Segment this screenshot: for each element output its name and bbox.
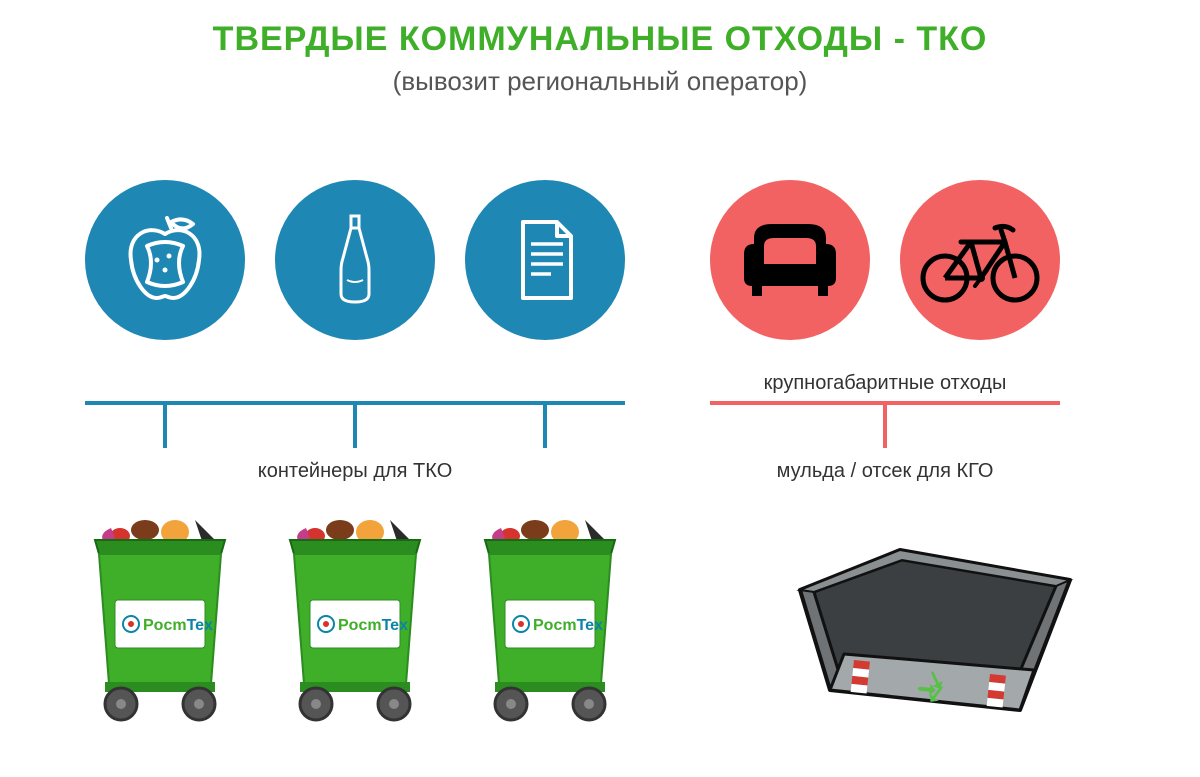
bicycle-icon xyxy=(915,210,1045,310)
waste-bin: PocmTex xyxy=(270,500,440,730)
waste-bin: PocmTex xyxy=(465,500,635,730)
page-title: ТВЕРДЫЕ КОММУНАЛЬНЫЕ ОТХОДЫ - ТКО xyxy=(0,20,1200,59)
svg-text:PocmTex: PocmTex xyxy=(338,617,408,634)
category-circle-bicycle xyxy=(900,180,1060,340)
waste-bin: PocmTex xyxy=(75,500,245,730)
apple-core-icon xyxy=(115,210,215,310)
label-kgo-top: крупногабаритные отходы xyxy=(710,372,1060,395)
category-circle-food xyxy=(85,180,245,340)
document-icon xyxy=(495,210,595,310)
bottle-icon xyxy=(305,210,405,310)
label-kgo-bottom: мульда / отсек для КГО xyxy=(710,460,1060,483)
svg-text:PocmTex: PocmTex xyxy=(143,617,213,634)
category-circle-furniture xyxy=(710,180,870,340)
label-tko: контейнеры для ТКО xyxy=(85,460,625,483)
bracket-tko xyxy=(85,398,625,458)
sofa-icon xyxy=(730,210,850,310)
category-circle-glass xyxy=(275,180,435,340)
dumpster-kgo xyxy=(790,530,1080,750)
bracket-kgo xyxy=(710,398,1060,458)
page-subtitle: (вывозит региональный оператор) xyxy=(0,66,1200,97)
svg-text:PocmTex: PocmTex xyxy=(533,617,603,634)
category-circle-paper xyxy=(465,180,625,340)
